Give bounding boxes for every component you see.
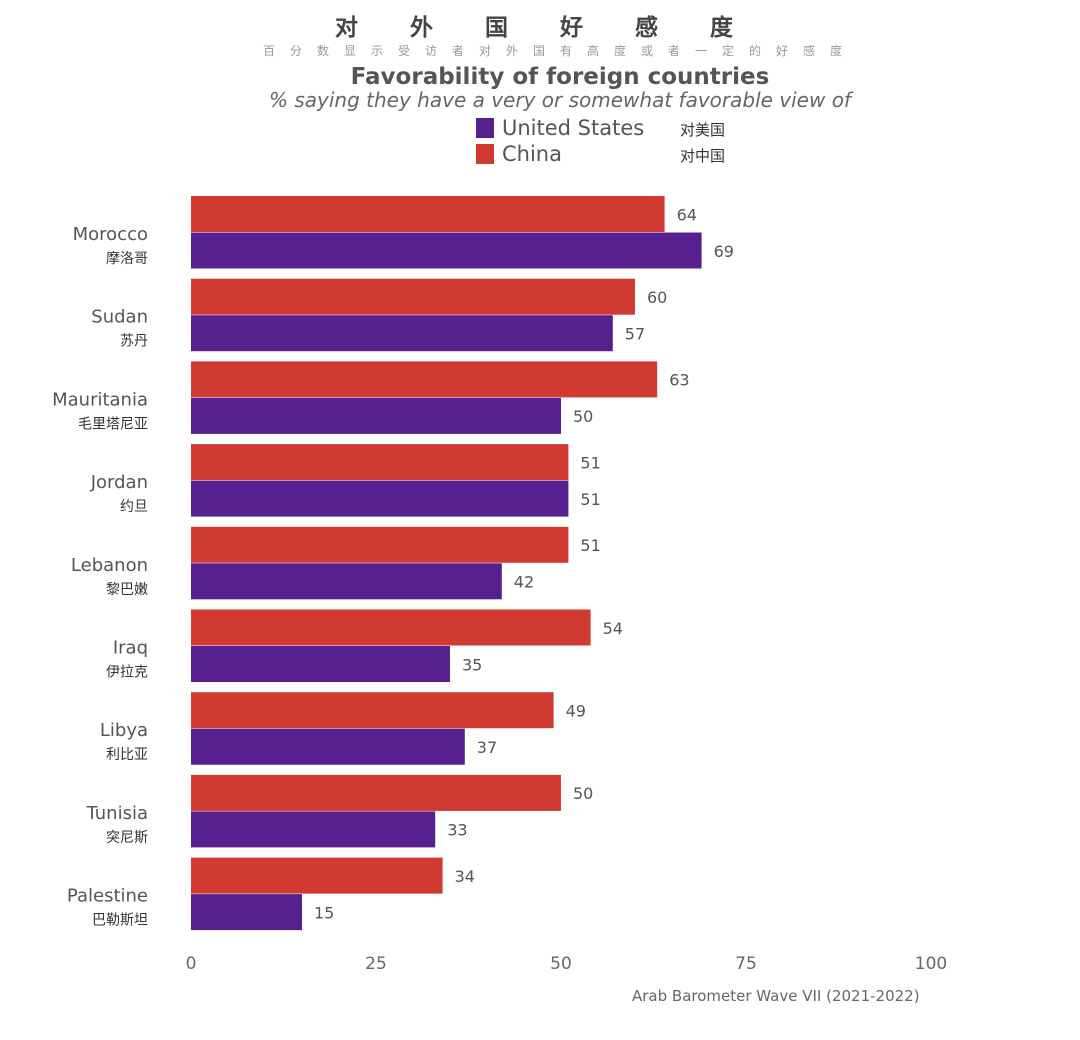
bar-us bbox=[191, 894, 302, 931]
chart-title: Favorability of foreign countries bbox=[350, 64, 770, 90]
data-label: 57 bbox=[625, 324, 645, 343]
bar-us bbox=[191, 315, 613, 352]
data-label: 33 bbox=[447, 821, 467, 840]
data-label: 51 bbox=[580, 453, 600, 472]
category-label-zh: 突尼斯 bbox=[106, 830, 148, 846]
data-label: 54 bbox=[603, 619, 623, 638]
bar-china bbox=[191, 444, 569, 481]
data-label: 15 bbox=[314, 903, 334, 922]
data-label: 69 bbox=[714, 242, 734, 261]
legend-label-us-zh: 对美国 bbox=[680, 121, 726, 139]
bar-china bbox=[191, 609, 591, 646]
bar-us bbox=[191, 397, 561, 434]
data-label: 37 bbox=[477, 738, 497, 757]
x-tick-label: 100 bbox=[915, 954, 947, 974]
category-label: Libya bbox=[100, 720, 148, 741]
category-label-zh: 黎巴嫩 bbox=[106, 582, 148, 598]
data-label: 34 bbox=[455, 867, 475, 886]
data-label: 50 bbox=[573, 784, 593, 803]
bar-china bbox=[191, 857, 443, 894]
category-label-zh: 巴勒斯坦 bbox=[92, 913, 148, 929]
legend-item-china: China bbox=[476, 142, 562, 166]
category-label-zh: 毛里塔尼亚 bbox=[78, 416, 148, 432]
legend-label-us: United States bbox=[502, 116, 645, 140]
bar-china bbox=[191, 278, 635, 315]
bar-us bbox=[191, 728, 465, 765]
data-label: 60 bbox=[647, 288, 667, 307]
category-label: Palestine bbox=[67, 886, 148, 907]
category-label: Tunisia bbox=[86, 803, 149, 824]
bar-china bbox=[191, 196, 665, 232]
chart-subtitle: % saying they have a very or somewhat fa… bbox=[269, 88, 851, 112]
bar-china bbox=[191, 692, 554, 729]
bar-us bbox=[191, 646, 450, 682]
legend-swatch-china bbox=[476, 144, 494, 164]
category-label: Lebanon bbox=[71, 555, 148, 576]
category-label-zh: 利比亚 bbox=[106, 747, 148, 763]
legend-label-china: China bbox=[502, 142, 562, 166]
data-label: 35 bbox=[462, 655, 482, 674]
data-label: 51 bbox=[580, 536, 600, 555]
x-tick-label: 25 bbox=[365, 954, 387, 974]
category-label-zh: 苏丹 bbox=[120, 334, 148, 350]
chart-subtitle-zh: 百分数显示受访者对外国有高度或者一定的好感度 bbox=[262, 44, 857, 58]
data-label: 49 bbox=[566, 701, 586, 720]
bar-us bbox=[191, 563, 502, 600]
data-label: 64 bbox=[677, 205, 697, 224]
category-label-zh: 约旦 bbox=[120, 499, 148, 515]
data-label: 51 bbox=[580, 490, 600, 509]
category-label: Morocco bbox=[73, 224, 148, 245]
data-label: 63 bbox=[669, 371, 689, 390]
source-note: Arab Barometer Wave VII (2021-2022) bbox=[632, 987, 920, 1005]
bar-us bbox=[191, 811, 436, 848]
bar-us bbox=[191, 232, 702, 269]
legend-item-us: United States bbox=[476, 116, 644, 140]
bar-china bbox=[191, 361, 658, 398]
legend-swatch-us bbox=[476, 118, 494, 138]
legend-label-china-zh: 对中国 bbox=[680, 147, 726, 165]
category-label: Jordan bbox=[90, 472, 148, 493]
category-label: Sudan bbox=[91, 307, 148, 328]
chart-title-zh: 对外国好感度 bbox=[335, 15, 785, 41]
category-label: Mauritania bbox=[52, 389, 148, 410]
data-label: 42 bbox=[514, 573, 534, 592]
x-tick-label: 0 bbox=[186, 954, 197, 974]
category-label-zh: 摩洛哥 bbox=[106, 250, 148, 267]
bar-china bbox=[191, 526, 569, 563]
bar-us bbox=[191, 480, 569, 517]
category-label: Iraq bbox=[113, 638, 148, 659]
data-label: 50 bbox=[573, 407, 593, 426]
x-tick-label: 75 bbox=[735, 954, 757, 974]
category-label-zh: 伊拉克 bbox=[106, 665, 148, 681]
bar-china bbox=[191, 774, 561, 811]
x-tick-label: 50 bbox=[550, 954, 572, 974]
